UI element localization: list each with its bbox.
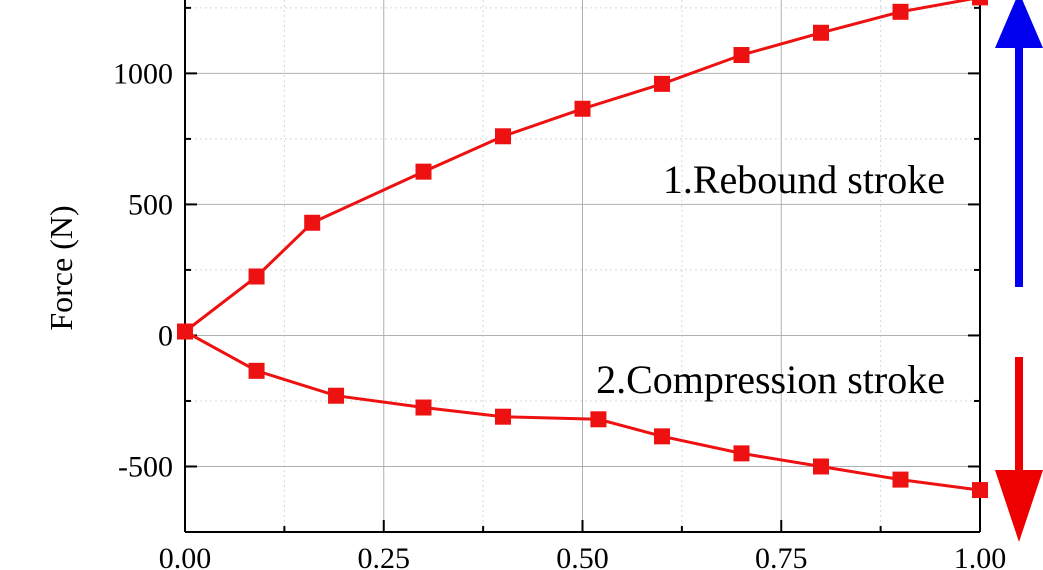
y-tick-label: 0: [158, 319, 173, 352]
series-2-marker: [654, 428, 670, 445]
series-1-marker: [495, 128, 511, 145]
series-1-marker: [654, 75, 670, 92]
series-2-marker: [733, 445, 750, 462]
x-tick-label: 0.25: [358, 542, 411, 570]
series-1-marker: [813, 24, 829, 41]
series-1-marker: [304, 214, 321, 231]
series-1-marker: [733, 47, 750, 64]
series-2-marker: [972, 482, 988, 499]
compression-stroke-label: 2.Compression stroke: [596, 357, 945, 402]
down-arrow-head: [995, 470, 1043, 542]
series-2-marker: [248, 362, 265, 379]
series-2-marker: [328, 387, 345, 404]
series-1-marker: [892, 3, 909, 20]
series-layer: [177, 0, 988, 499]
x-tick-label: 1.00: [954, 542, 1007, 570]
series-1-marker: [972, 0, 988, 6]
up-arrow-head: [995, 0, 1043, 48]
series-2-marker: [590, 411, 607, 428]
rebound-stroke-label: 1.Rebound stroke: [663, 157, 945, 202]
y-tick-label: -500: [118, 450, 173, 483]
y-tick-label: 1000: [113, 57, 173, 90]
series-2-marker: [495, 408, 511, 425]
series-2-marker: [177, 323, 193, 340]
x-tick-label: 0.75: [755, 542, 808, 570]
series-1-marker: [574, 100, 591, 117]
y-axis-title: Force (N): [43, 205, 79, 330]
x-tick-label: 0.00: [159, 542, 212, 570]
direction-arrows: [995, 0, 1043, 542]
series-2-marker: [415, 399, 432, 416]
y-tick-label: 500: [128, 188, 173, 221]
axes: 0.00 0.25 0.50 0.75 1.00 -500 0 500 1000: [113, 0, 1006, 570]
series-2-marker: [892, 471, 909, 488]
series-1-marker: [415, 163, 432, 180]
series-2-marker: [813, 458, 829, 475]
series-1-marker: [248, 268, 265, 285]
grid: [185, 0, 980, 533]
x-tick-label: 0.50: [556, 542, 609, 570]
